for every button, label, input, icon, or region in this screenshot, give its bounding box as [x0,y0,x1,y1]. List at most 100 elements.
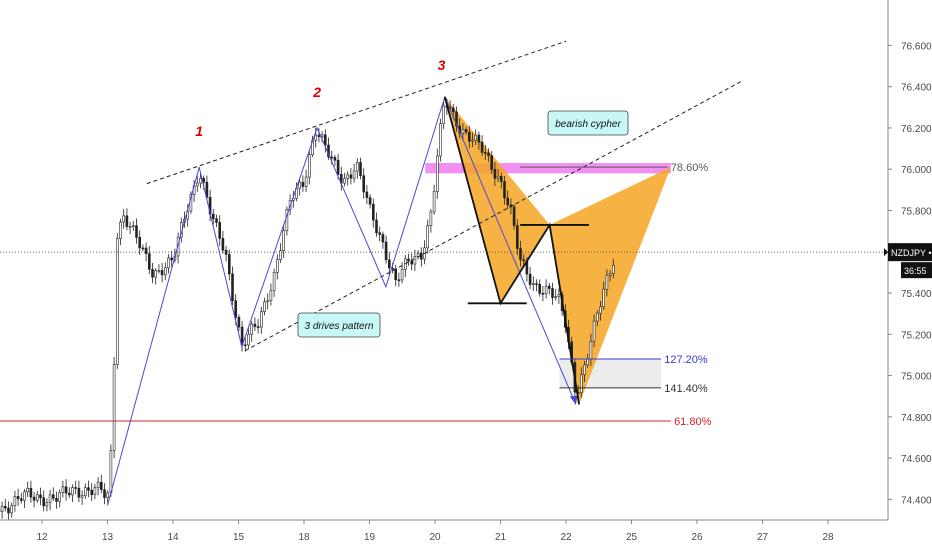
candle-body [371,203,375,221]
candle-body [349,174,353,179]
candle-body [282,230,286,251]
x-tick-label: 19 [364,532,376,543]
x-tick-label: 28 [822,532,834,543]
candle-body [605,274,609,290]
candle-body [96,481,100,489]
candle-body [215,218,218,223]
candle-body [368,197,372,205]
candle-body [247,333,250,346]
candle-body [419,252,423,260]
candle-body [119,221,122,239]
candle-body [608,273,612,276]
x-tick-label: 22 [560,532,572,543]
candle-body [314,134,318,141]
candle-body [512,206,516,226]
level-label: 78.60% [671,162,709,174]
candle-body [602,288,606,308]
candle-body [196,182,199,187]
candle-body [611,265,615,274]
candle-body [592,320,596,342]
drive-label: 3 [438,57,446,73]
x-tick-label: 20 [429,532,441,543]
x-tick-label: 14 [167,532,179,543]
candle-body [199,178,202,184]
candle-body [151,268,154,278]
candle-body [320,134,324,137]
three-drives-line [107,95,577,506]
candle-body [355,162,359,172]
candle-body [100,481,103,490]
candle-body [301,181,305,187]
candle-body [346,174,350,179]
candle-body [212,213,215,220]
candle-body [435,155,439,192]
candle-body [483,152,487,154]
candle-body [132,225,135,227]
candle-body [167,257,170,269]
y-tick-label: 76.200 [901,124,932,135]
candle-body [467,131,471,142]
candle-body [531,283,535,285]
candle-body [535,283,538,285]
candle-body [551,288,554,298]
candle-body [330,156,334,159]
candle-body [461,129,465,134]
candle-body [45,502,49,507]
candle-body [317,134,321,137]
candle-body [487,152,490,156]
level-label: 61.80% [674,416,712,428]
candle-body [455,111,458,127]
candle-body [343,178,346,184]
candle-body [93,487,97,495]
candle-body [387,259,391,269]
cypher-triangle-bcd [549,167,671,405]
candle-body [23,491,26,501]
candle-body [253,323,257,327]
candle-body [381,234,385,243]
candle-body [413,256,417,265]
candle-body [154,270,157,278]
candle-body [141,247,145,250]
candle-body [352,170,356,179]
x-tick-label: 25 [626,532,638,543]
candle-body [451,107,455,113]
x-tick-label: 27 [757,532,769,543]
candle-body [323,134,327,146]
y-tick-label: 74.800 [901,413,932,424]
candle-body [148,253,151,270]
three-drives-label: 3 drives pattern [305,321,374,332]
candle-body [170,257,173,261]
candle-body [426,225,430,249]
candle-body [51,494,55,499]
candle-body [68,492,71,496]
candle-body [19,498,23,501]
candle-body [394,268,398,281]
candle-body [557,294,561,297]
channel-lower-line [244,80,744,352]
price-tag-label: NZDJPY • 75.598 [891,248,932,258]
candle-body [7,507,10,514]
candle-body [16,496,20,500]
candle-body [90,489,93,495]
y-tick-label: 74.600 [901,454,932,465]
candle-body [61,486,65,493]
candle-body [503,181,506,199]
arrow-head-icon [569,395,578,405]
y-tick-label: 74.400 [901,495,932,506]
candle-body [307,154,311,178]
candle-body [103,489,106,498]
candle-body [80,495,84,498]
candle-body [544,285,548,294]
candle-body [26,487,30,493]
candle-body [74,487,77,489]
bearish-cypher-label: bearish cypher [555,119,621,130]
candle-body [128,226,132,228]
candle-body [336,159,340,175]
candle-body [547,285,551,289]
candle-body [144,247,148,254]
candle-body [259,311,263,328]
candle-body [221,237,225,251]
candle-body [515,225,519,249]
channel-upper-line [146,40,567,185]
